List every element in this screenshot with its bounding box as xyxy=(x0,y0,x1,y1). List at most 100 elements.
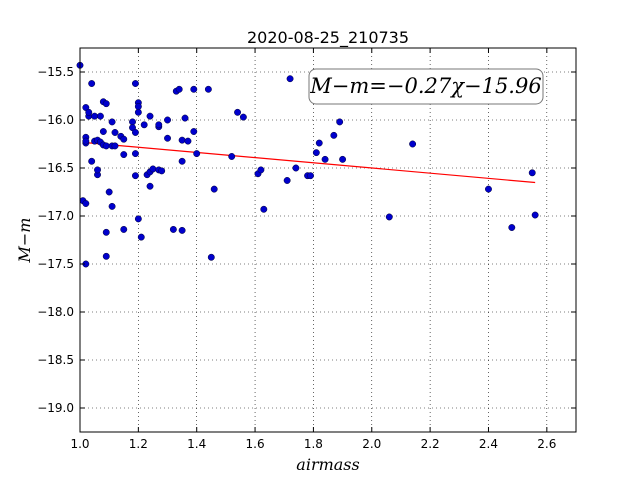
x-tick-label: 2.2 xyxy=(421,437,440,451)
data-point xyxy=(108,118,116,126)
data-point xyxy=(193,150,201,158)
data-point xyxy=(508,224,516,231)
data-point xyxy=(239,113,247,121)
data-point xyxy=(88,157,96,165)
data-point xyxy=(120,151,128,159)
data-point xyxy=(102,100,110,108)
y-tick-label: −17.0 xyxy=(37,209,74,223)
data-point xyxy=(99,128,107,135)
y-tick-label: −17.5 xyxy=(37,257,74,271)
data-point xyxy=(260,205,268,213)
data-point xyxy=(131,129,139,136)
data-point xyxy=(409,140,417,148)
data-point xyxy=(131,80,139,87)
data-point xyxy=(131,172,139,180)
x-tick-label: 1.4 xyxy=(187,437,206,451)
y-tick-labels: −15.5 −16.0 −16.5 −17.0 −17.5 −18.0 −18.5 −19.0 xyxy=(37,65,74,415)
data-point xyxy=(131,150,139,158)
data-point xyxy=(102,252,110,260)
data-point xyxy=(528,169,536,177)
data-point xyxy=(85,108,93,116)
chart-title: 2020-08-25_210735 xyxy=(247,28,409,48)
data-point xyxy=(105,188,113,196)
data-point xyxy=(330,131,338,139)
data-point xyxy=(169,225,177,233)
x-tick-label: 1.8 xyxy=(304,437,323,451)
data-point xyxy=(140,121,148,129)
data-point xyxy=(286,75,294,83)
data-point xyxy=(146,182,154,190)
plot-area xyxy=(80,48,576,432)
data-point xyxy=(158,167,166,175)
data-point xyxy=(385,213,393,221)
data-point xyxy=(321,155,329,163)
data-point xyxy=(184,137,192,145)
data-point xyxy=(292,164,300,172)
data-point xyxy=(485,185,492,193)
data-point xyxy=(178,136,186,144)
data-point xyxy=(137,233,145,241)
data-point xyxy=(312,149,320,157)
x-tick-label: 1.2 xyxy=(129,437,148,451)
plot-frame xyxy=(79,47,577,433)
x-tick-labels: 1.0 1.2 1.4 1.6 1.8 2.0 2.2 2.4 2.6 xyxy=(70,437,556,451)
data-point xyxy=(178,226,186,234)
data-point xyxy=(210,185,218,193)
data-point xyxy=(134,108,142,116)
data-point xyxy=(228,153,236,160)
data-point xyxy=(257,166,265,174)
data-point xyxy=(149,165,157,173)
data-point xyxy=(283,177,291,184)
data-point xyxy=(234,108,242,116)
x-tick-label: 1.0 xyxy=(70,437,89,451)
data-point xyxy=(134,215,142,223)
data-point xyxy=(129,118,136,126)
data-point xyxy=(96,112,104,120)
data-point xyxy=(207,253,215,261)
x-tick-label: 2.0 xyxy=(362,437,381,451)
data-point xyxy=(307,172,314,180)
data-point xyxy=(336,118,344,126)
data-point xyxy=(164,134,171,142)
y-axis-label: M−m xyxy=(15,218,34,264)
data-point xyxy=(108,202,116,210)
data-point xyxy=(164,116,171,124)
data-point xyxy=(111,129,119,136)
y-tick-label: −16.0 xyxy=(37,113,74,127)
data-point xyxy=(155,121,163,129)
data-point xyxy=(88,80,96,87)
data-point xyxy=(120,225,128,233)
annotation-box xyxy=(308,68,544,105)
x-tick-label: 2.6 xyxy=(537,437,556,451)
data-point xyxy=(315,139,323,147)
data-point xyxy=(175,85,183,93)
data-point xyxy=(339,155,347,163)
x-tick-label: 2.4 xyxy=(479,437,498,451)
x-axis-label: airmass xyxy=(296,455,359,474)
data-point xyxy=(190,85,198,93)
y-tick-label: −19.0 xyxy=(37,401,74,415)
data-points xyxy=(76,61,539,268)
data-point xyxy=(91,112,99,120)
data-point xyxy=(134,103,142,111)
axis-ticks xyxy=(79,48,576,432)
grid-lines xyxy=(79,48,576,432)
annotation-text: M−m=−0.27χ−15.96 xyxy=(309,74,541,98)
data-point xyxy=(111,142,119,150)
fit-line-group xyxy=(88,142,536,184)
data-point xyxy=(190,128,198,135)
data-point xyxy=(82,137,90,145)
data-point xyxy=(102,228,110,236)
data-point xyxy=(181,114,189,122)
data-point xyxy=(82,200,90,207)
data-point xyxy=(120,135,128,143)
data-point xyxy=(102,142,110,150)
fit-annotation: M−m=−0.27χ−15.96 xyxy=(308,68,544,105)
data-point xyxy=(531,211,539,219)
data-point xyxy=(178,157,186,165)
x-tick-label: 1.6 xyxy=(246,437,265,451)
y-tick-label: −18.5 xyxy=(37,353,74,367)
y-tick-label: −18.0 xyxy=(37,305,74,319)
data-point xyxy=(146,112,154,120)
